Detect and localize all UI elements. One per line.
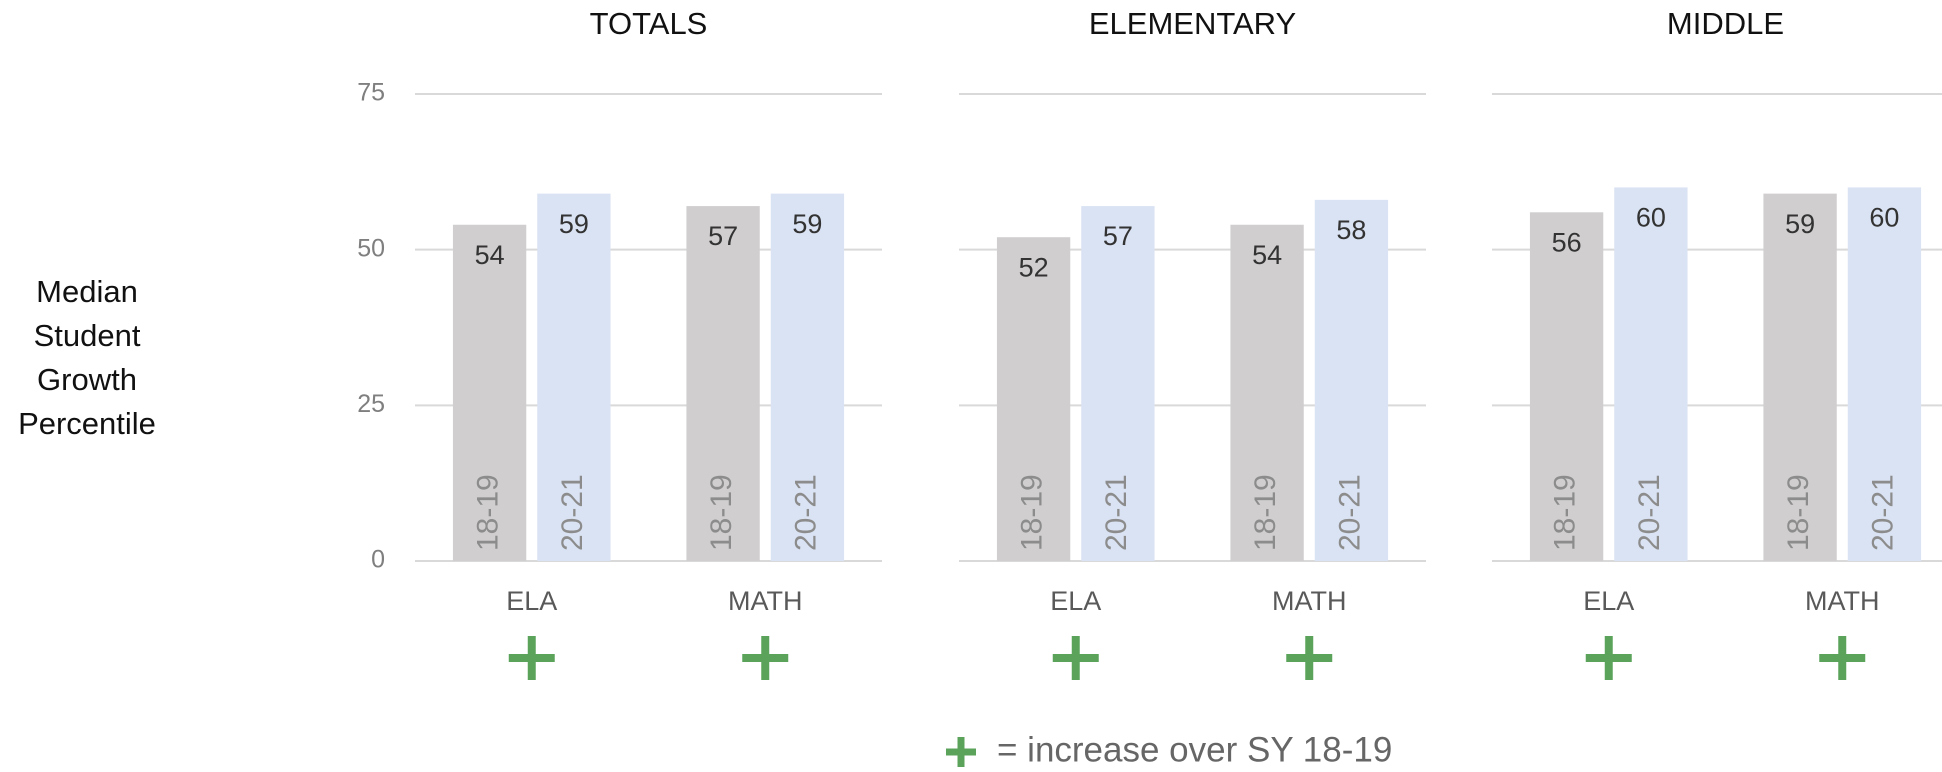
increase-icon xyxy=(508,636,555,680)
value-label: 60 xyxy=(1636,203,1666,233)
x-tick-label: ELA xyxy=(1583,586,1634,616)
bar xyxy=(996,237,1071,562)
series-label: 18-19 xyxy=(1782,474,1815,551)
bar xyxy=(1314,199,1389,561)
series-label: 18-19 xyxy=(705,474,738,551)
value-label: 54 xyxy=(1252,240,1282,270)
series-label: 18-19 xyxy=(1549,474,1582,551)
bar xyxy=(537,193,611,562)
x-tick-label: MATH xyxy=(728,586,803,616)
bar xyxy=(686,206,760,561)
x-tick-label: ELA xyxy=(1050,586,1101,616)
value-label: 57 xyxy=(1103,221,1133,251)
increase-icon xyxy=(1819,636,1866,680)
bar xyxy=(1614,187,1688,561)
value-label: 57 xyxy=(708,221,738,251)
x-tick-label: ELA xyxy=(506,586,557,616)
y-tick-label: 50 xyxy=(357,234,385,262)
value-label: 52 xyxy=(1019,252,1049,282)
series-label: 18-19 xyxy=(1016,474,1049,551)
value-label: 59 xyxy=(1785,209,1815,239)
series-label: 18-19 xyxy=(1249,474,1282,551)
legend-text: = increase over SY 18-19 xyxy=(997,730,1392,769)
increase-icon xyxy=(1052,636,1099,680)
value-label: 54 xyxy=(475,240,505,270)
series-label: 20-21 xyxy=(1633,474,1666,551)
increase-icon xyxy=(1585,636,1632,680)
bar xyxy=(1763,193,1837,562)
x-tick-label: MATH xyxy=(1805,586,1880,616)
increase-icon xyxy=(742,636,789,680)
y-tick-label: 25 xyxy=(357,390,385,418)
value-label: 59 xyxy=(559,209,589,239)
increase-icon xyxy=(1286,636,1333,680)
series-label: 20-21 xyxy=(789,474,822,551)
bar xyxy=(1847,187,1922,561)
series-label: 20-21 xyxy=(1866,474,1899,551)
series-label: 18-19 xyxy=(472,474,505,551)
y-tick-label: 75 xyxy=(357,79,385,107)
bar xyxy=(1081,206,1155,561)
value-label: 58 xyxy=(1336,215,1366,245)
bar xyxy=(1529,212,1604,561)
y-tick-label: 0 xyxy=(371,546,385,574)
series-label: 20-21 xyxy=(556,474,589,551)
value-label: 59 xyxy=(792,209,822,239)
value-label: 56 xyxy=(1552,227,1582,257)
legend-plus-icon xyxy=(946,737,976,767)
value-label: 60 xyxy=(1869,203,1899,233)
y-axis-label: Median Student Growth Percentile xyxy=(18,274,156,441)
bar xyxy=(1230,224,1304,561)
x-tick-label: MATH xyxy=(1272,586,1347,616)
series-label: 20-21 xyxy=(1333,474,1366,551)
chart-title: ELEMENTARY xyxy=(1089,6,1296,41)
bar xyxy=(770,193,845,562)
chart-title: TOTALS xyxy=(590,6,708,41)
series-label: 20-21 xyxy=(1100,474,1133,551)
chart-title: MIDDLE xyxy=(1667,6,1784,41)
bar xyxy=(452,224,527,561)
